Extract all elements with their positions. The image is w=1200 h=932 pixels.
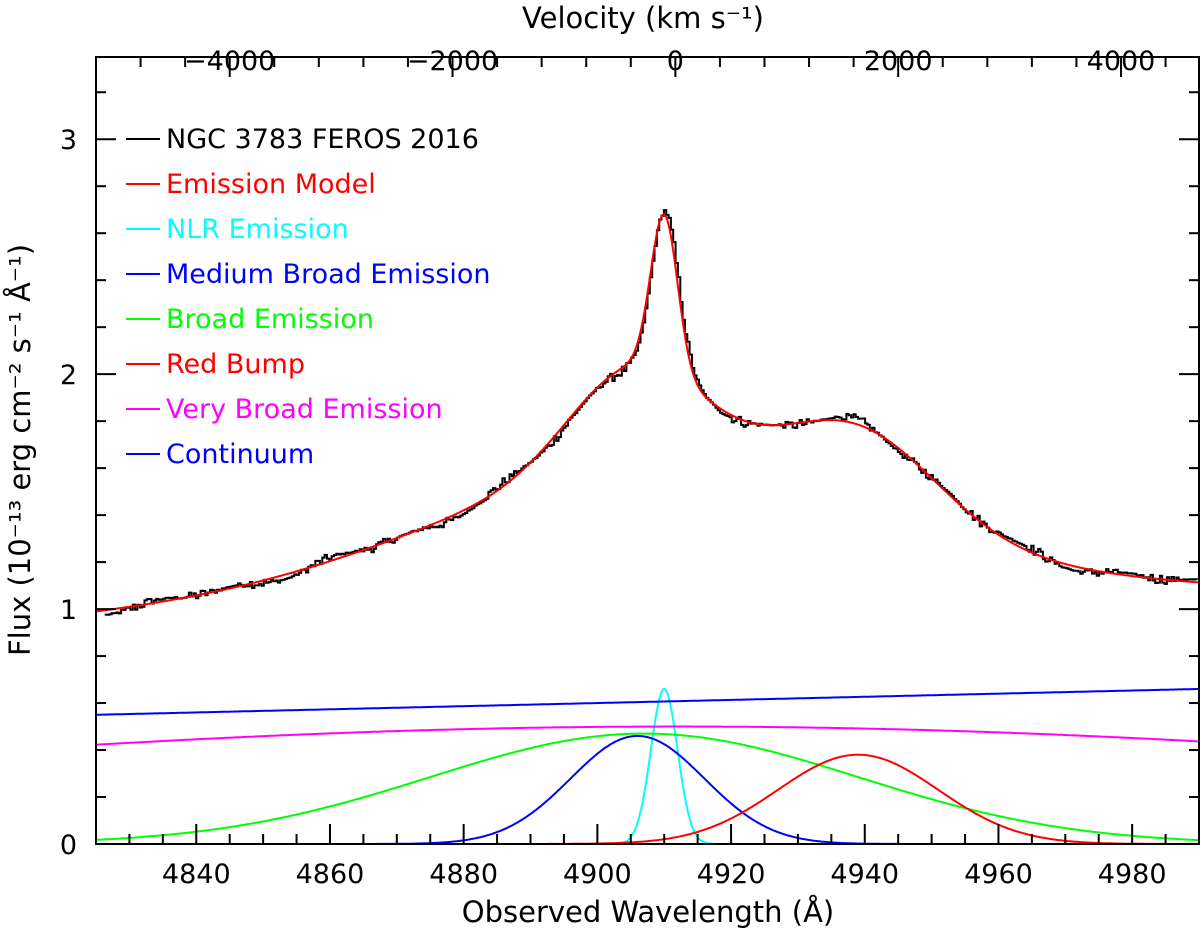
x-axis-title: Observed Wavelength (Å): [462, 895, 834, 929]
x-tick-label: 4840: [162, 859, 231, 890]
y-axis-title: Flux (10⁻¹³ erg cm⁻² s⁻¹ Å⁻¹): [3, 244, 37, 656]
top-tick-label: 0: [667, 46, 684, 77]
x-tick-label: 4880: [429, 859, 498, 890]
curve-broad-emission: [95, 732, 1200, 842]
x-tick-label: 4980: [1098, 859, 1167, 890]
y-tick-label: 2: [60, 360, 77, 391]
axis-ticks: [96, 57, 1199, 845]
top-tick-label: 2000: [864, 46, 933, 77]
curve-continuum: [96, 687, 1200, 716]
plot-frame: [95, 56, 1200, 845]
top-tick-label: −4000: [184, 46, 275, 77]
legend-label-very-broad-emission: Very Broad Emission: [166, 394, 443, 425]
legend-label-nlr-emission: NLR Emission: [166, 214, 349, 245]
legend-label-ngc-3783-feros-2016: NGC 3783 FEROS 2016: [166, 124, 479, 155]
tick-labels: 4840 4860 4880 4900 4920 4940 4960 4980 0 1 2 3 −400…: [60, 46, 1167, 890]
legend-label-continuum: Continuum: [166, 439, 314, 470]
y-tick-label: 1: [60, 595, 77, 626]
x-tick-label: 4960: [964, 859, 1033, 890]
curve-observed-spectrum: [104, 209, 1199, 616]
x-tick-label: 4940: [830, 859, 899, 890]
curve-emission-model: [95, 213, 1200, 613]
y-tick-label: 3: [60, 125, 77, 156]
x-tick-label: 4900: [563, 859, 632, 890]
legend-label-emission-model: Emission Model: [166, 169, 376, 200]
legend-label-broad-emission: Broad Emission: [166, 304, 374, 335]
x-tick-label: 4860: [296, 859, 365, 890]
y-tick-label: 0: [60, 830, 77, 861]
legend: NGC 3783 FEROS 2016 Emission Model NLR Emi…: [126, 124, 491, 470]
legend-label-red-bump: Red Bump: [166, 349, 305, 380]
legend-label-medium-broad-emission: Medium Broad Emission: [166, 259, 491, 290]
top-tick-label: −2000: [407, 46, 498, 77]
top-axis-title: Velocity (km s⁻¹): [522, 1, 764, 35]
curve-very-broad-emission: [96, 725, 1200, 746]
top-tick-label: 4000: [1087, 46, 1156, 77]
x-tick-label: 4920: [697, 859, 766, 890]
curve-medium-broad-emission: [96, 734, 1199, 845]
